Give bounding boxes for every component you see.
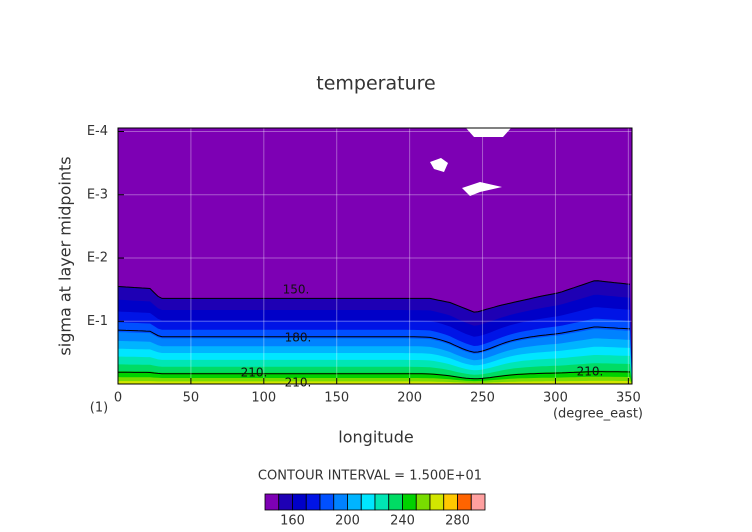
x-axis-unit: (degree_east) (553, 407, 643, 422)
x-tick-label: 150 (324, 391, 349, 406)
colorbar-box (429, 493, 445, 511)
x-tick-label: 200 (397, 391, 422, 406)
y-tick-label: E-1 (87, 314, 108, 329)
colorbar-box (415, 493, 431, 511)
colorbar-tick-label: 160 (280, 514, 305, 529)
contour-label: 150. (283, 283, 310, 297)
y-tick-label: E-4 (87, 124, 108, 139)
colorbar-box (374, 493, 390, 511)
colorbar-box (457, 493, 472, 511)
chart-title: temperature (316, 73, 435, 95)
contour-label: 210. (577, 365, 604, 379)
x-tick-label: 250 (470, 391, 495, 406)
contour-line (117, 326, 631, 353)
colorbar-box (305, 493, 321, 511)
plot-frame (117, 127, 633, 385)
contour-band (118, 380, 632, 384)
colorbar-tick-label: 280 (445, 514, 470, 529)
missing-patch (466, 128, 511, 137)
y-tick-label: E-3 (87, 187, 108, 202)
x-axis-label: longitude (338, 428, 413, 447)
y-tick-label: E-2 (87, 251, 108, 266)
colorbar-tick-label: 240 (390, 514, 415, 529)
contour-label: 210. (285, 376, 312, 390)
plot-area (117, 128, 632, 384)
colorbar-box (278, 493, 293, 511)
colorbar-box (443, 493, 458, 511)
colorbar-tick-label: 200 (335, 514, 360, 529)
colorbar-box (292, 493, 307, 511)
colorbar-box (333, 493, 348, 511)
x-tick-label: 300 (543, 391, 568, 406)
x-tick-label: 100 (251, 391, 276, 406)
x-tick-label: 350 (616, 391, 641, 406)
colorbar-box (319, 493, 335, 511)
x-tick-label: 50 (183, 391, 200, 406)
contour-line (117, 371, 631, 380)
colorbar-box (360, 493, 376, 511)
contour-label: 210. (241, 366, 268, 380)
missing-patch (462, 182, 502, 196)
colorbar-box (470, 493, 486, 511)
y-axis-unit: (1) (90, 401, 108, 416)
colorbar-box (264, 493, 280, 511)
colorbar-box (402, 493, 417, 511)
y-axis-label: sigma at layer midpoints (56, 156, 75, 355)
colorbar-box (347, 493, 362, 511)
x-tick-label: 0 (114, 391, 122, 406)
contour-line (117, 280, 631, 313)
missing-patch (430, 158, 448, 172)
colorbar-box (388, 493, 403, 511)
contour-label: 180. (285, 331, 312, 345)
contour-interval: CONTOUR INTERVAL = 1.500E+01 (258, 469, 482, 484)
